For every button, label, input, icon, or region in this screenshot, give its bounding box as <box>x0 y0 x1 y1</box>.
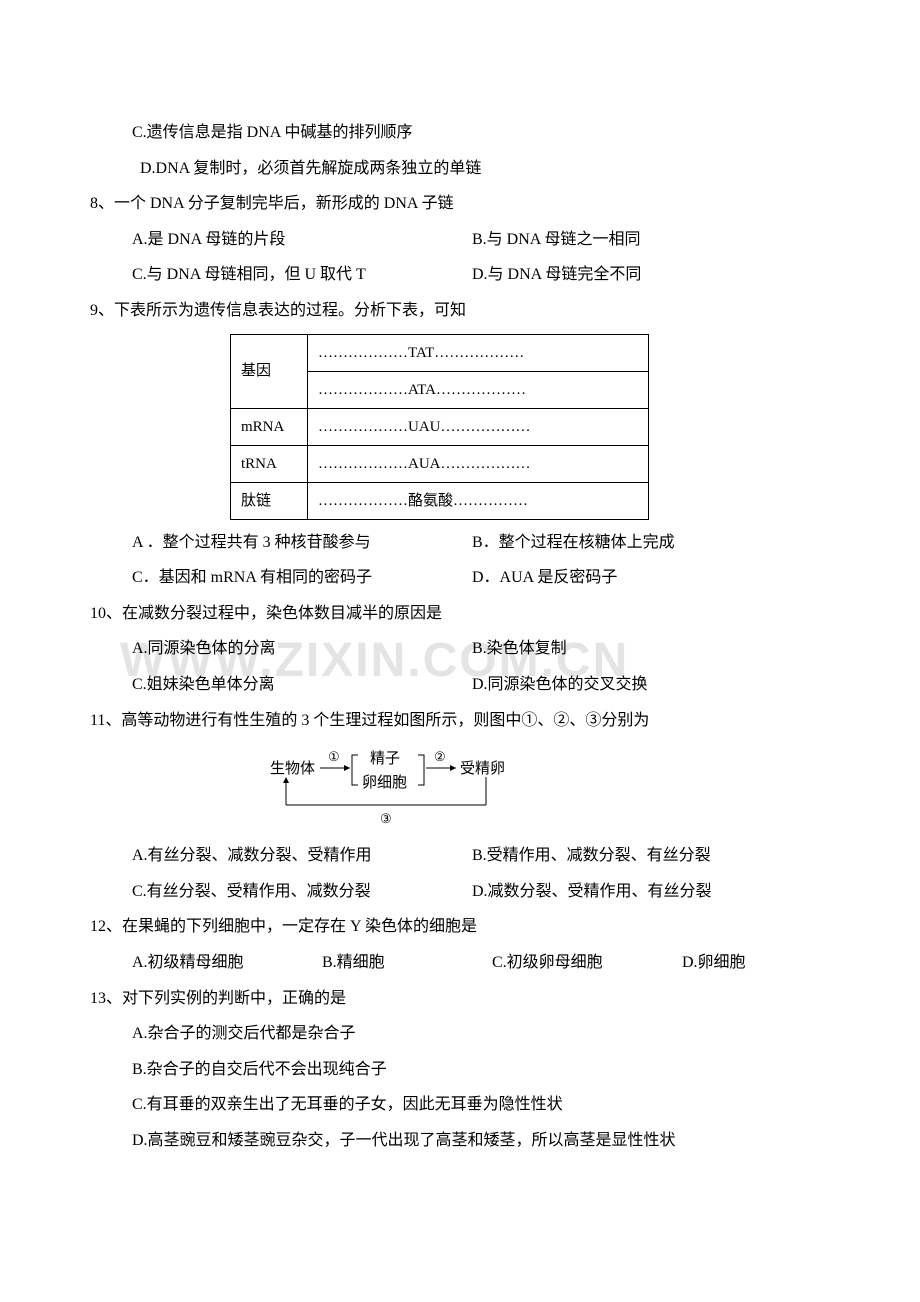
q7-option-d: D.DNA 复制时，必须首先解旋成两条独立的单链 <box>90 156 830 182</box>
q12-option-a: A.初级精母细胞 <box>132 950 322 976</box>
diagram-left-label: 生物体 <box>270 760 315 777</box>
q11-svg: 生物体 ① 精子 卵细胞 ② 受精卵 ③ <box>250 743 590 833</box>
q11-option-c: C.有丝分裂、受精作用、减数分裂 <box>132 879 472 905</box>
q13-option-a: A.杂合子的测交后代都是杂合子 <box>90 1021 830 1047</box>
q9-r2-label: mRNA <box>231 408 308 445</box>
q9-option-a: A ．整个过程共有 3 种核苷酸参与 <box>132 530 472 556</box>
q12-option-c: C.初级卵母细胞 <box>492 950 682 976</box>
q11-option-b: B.受精作用、减数分裂、有丝分裂 <box>472 843 830 869</box>
q9-r3-label: tRNA <box>231 445 308 482</box>
q10-option-b: B.染色体复制 <box>472 636 830 662</box>
page-content: C.遗传信息是指 DNA 中碱基的排列顺序 D.DNA 复制时，必须首先解旋成两… <box>90 120 830 1153</box>
q8-option-d: D.与 DNA 母链完全不同 <box>472 262 830 288</box>
diagram-top-label: 精子 <box>370 750 400 767</box>
q9-r1-label: 基因 <box>231 334 308 408</box>
diagram-right-label: 受精卵 <box>460 760 505 777</box>
diagram-bottom-label: 卵细胞 <box>362 774 407 791</box>
diagram-num-1: ① <box>328 749 340 764</box>
q9-option-c: C．基因和 mRNA 有相同的密码子 <box>132 565 472 591</box>
q13-option-c: C.有耳垂的双亲生出了无耳垂的子女，因此无耳垂为隐性性状 <box>90 1092 830 1118</box>
q13-option-d: D.高茎豌豆和矮茎豌豆杂交，子一代出现了高茎和矮茎，所以高茎是显性性状 <box>90 1128 830 1154</box>
q9-table: 基因 ………………TAT……………… ………………ATA……………… mRNA … <box>230 334 649 520</box>
q11-stem: 11、高等动物进行有性生殖的 3 个生理过程如图所示，则图中①、②、③分别为 <box>90 708 830 734</box>
q9-r1-seq1: ………………TAT……………… <box>308 334 649 371</box>
q9-r4-seq: ………………酪氨酸…………… <box>308 482 649 519</box>
q8-stem: 8、一个 DNA 分子复制完毕后，新形成的 DNA 子链 <box>90 191 830 217</box>
q11-option-d: D.减数分裂、受精作用、有丝分裂 <box>472 879 830 905</box>
q9-r1-seq2: ………………ATA……………… <box>308 371 649 408</box>
diagram-num-3: ③ <box>380 811 392 826</box>
diagram-num-2: ② <box>434 749 446 764</box>
q10-option-d: D.同源染色体的交叉交换 <box>472 672 830 698</box>
q8-option-b: B.与 DNA 母链之一相同 <box>472 227 830 253</box>
q8-option-c: C.与 DNA 母链相同，但 U 取代 T <box>132 262 472 288</box>
q12-stem: 12、在果蝇的下列细胞中，一定存在 Y 染色体的细胞是 <box>90 914 830 940</box>
q10-stem: 10、在减数分裂过程中，染色体数目减半的原因是 <box>90 601 830 627</box>
q13-option-b: B.杂合子的自交后代不会出现纯合子 <box>90 1057 830 1083</box>
q11-diagram: 生物体 ① 精子 卵细胞 ② 受精卵 ③ <box>250 743 830 833</box>
q7-option-c: C.遗传信息是指 DNA 中碱基的排列顺序 <box>90 120 830 146</box>
q9-option-d: D．AUA 是反密码子 <box>472 565 830 591</box>
q9-stem: 9、下表所示为遗传信息表达的过程。分析下表，可知 <box>90 298 830 324</box>
q12-option-d: D.卵细胞 <box>682 950 830 976</box>
q10-option-c: C.姐妹染色单体分离 <box>132 672 472 698</box>
q9-r3-seq: ………………AUA……………… <box>308 445 649 482</box>
q8-option-a: A.是 DNA 母链的片段 <box>132 227 472 253</box>
q13-stem: 13、对下列实例的判断中，正确的是 <box>90 986 830 1012</box>
q10-option-a: A.同源染色体的分离 <box>132 636 472 662</box>
q12-option-b: B.精细胞 <box>322 950 492 976</box>
q9-r2-seq: ………………UAU……………… <box>308 408 649 445</box>
q9-r4-label: 肽链 <box>231 482 308 519</box>
q9-option-b: B．整个过程在核糖体上完成 <box>472 530 830 556</box>
q11-option-a: A.有丝分裂、减数分裂、受精作用 <box>132 843 472 869</box>
